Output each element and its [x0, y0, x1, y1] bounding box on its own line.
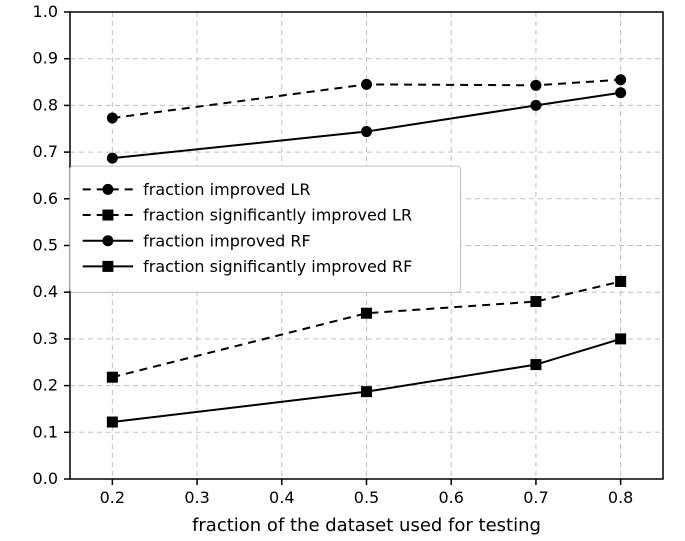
- line-chart: 0.2 0.3 0.4 0.5 0.6 0.7 0.8 0.0 0.1 0.2 0.3 0.4 0.5 0…: [0, 0, 685, 541]
- marker-square: [361, 386, 372, 397]
- marker-circle: [530, 80, 541, 91]
- x-tick-label: 0.3: [184, 488, 209, 507]
- y-tick-label: 0.3: [33, 329, 58, 348]
- marker-circle: [615, 87, 626, 98]
- x-tick-label: 0.2: [100, 488, 125, 507]
- legend: fraction improved LR fraction significant…: [70, 166, 460, 292]
- x-tick-label: 0.4: [269, 488, 294, 507]
- y-tick-label: 0.6: [33, 189, 58, 208]
- marker-square: [530, 296, 541, 307]
- marker-square: [615, 276, 626, 287]
- y-tick-label: 0.9: [33, 49, 58, 68]
- y-tick-label: 0.4: [33, 282, 58, 301]
- legend-label: fraction significantly improved LR: [143, 206, 412, 225]
- marker-circle: [102, 235, 113, 246]
- x-tick-label: 0.5: [354, 488, 379, 507]
- marker-square: [107, 372, 118, 383]
- marker-square: [102, 261, 113, 272]
- y-tick-label: 0.1: [33, 422, 58, 441]
- x-tick-label: 0.8: [608, 488, 633, 507]
- x-tick-label: 0.7: [523, 488, 548, 507]
- marker-circle: [361, 79, 372, 90]
- marker-circle: [107, 113, 118, 124]
- y-tick-label: 0.5: [33, 236, 58, 255]
- marker-square: [361, 308, 372, 319]
- marker-circle: [530, 100, 541, 111]
- marker-square: [102, 210, 113, 221]
- marker-circle: [102, 184, 113, 195]
- marker-circle: [615, 74, 626, 85]
- marker-circle: [361, 126, 372, 137]
- y-tick-label: 0.0: [33, 469, 58, 488]
- marker-square: [107, 417, 118, 428]
- y-tick-label: 0.7: [33, 142, 58, 161]
- legend-label: fraction improved RF: [143, 231, 311, 250]
- y-tick-label: 0.2: [33, 376, 58, 395]
- marker-square: [615, 333, 626, 344]
- x-tick-label: 0.6: [438, 488, 463, 507]
- marker-square: [530, 359, 541, 370]
- marker-circle: [107, 153, 118, 164]
- y-tick-label: 0.8: [33, 95, 58, 114]
- y-tick-label: 1.0: [33, 2, 58, 21]
- legend-label: fraction significantly improved RF: [143, 257, 412, 276]
- legend-label: fraction improved LR: [143, 180, 310, 199]
- x-axis-label: fraction of the dataset used for testing: [192, 515, 541, 536]
- chart-container: 0.2 0.3 0.4 0.5 0.6 0.7 0.8 0.0 0.1 0.2 0.3 0.4 0.5 0…: [0, 0, 685, 541]
